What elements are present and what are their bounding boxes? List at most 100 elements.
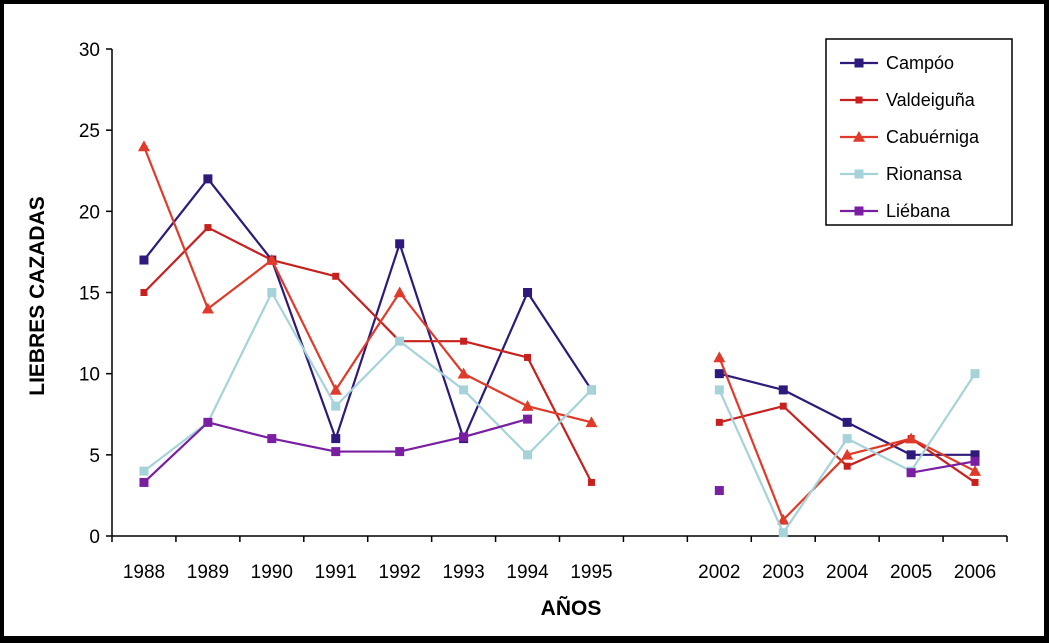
data-point — [853, 131, 865, 142]
x-tick-label: 1990 — [251, 562, 293, 583]
data-point — [906, 450, 916, 460]
series-3 — [139, 288, 980, 538]
legend-label: Valdeiguña — [886, 90, 976, 110]
data-point — [586, 385, 596, 395]
legend: Campóo Valdeiguña Cabuérniga Rionansa Liéban… — [825, 38, 1013, 226]
legend-item: Valdeiguña — [840, 90, 976, 110]
line-chart: 0 5 10 15 20 25 30 1988 1989 1990 1991 1992 1993 1994… — [26, 38, 1013, 620]
data-point — [523, 288, 533, 297]
data-point — [267, 434, 277, 444]
x-tick-label: 2005 — [890, 562, 932, 583]
x-tick-label: 1989 — [187, 562, 229, 583]
legend-item: Campóo — [840, 53, 954, 73]
data-point — [139, 466, 149, 476]
data-point — [524, 353, 532, 361]
legend-item: Cabuérniga — [840, 127, 980, 147]
axes: 0 5 10 15 20 25 30 1988 1989 1990 1991 1992 1993 1994… — [79, 40, 1008, 583]
data-point — [460, 337, 468, 345]
data-point — [854, 169, 864, 179]
y-tick-label: 30 — [79, 40, 100, 61]
series-line — [719, 405, 976, 484]
data-point — [714, 486, 724, 496]
data-point — [843, 462, 851, 470]
data-point — [906, 468, 916, 478]
series-line — [143, 226, 593, 483]
data-point — [587, 478, 595, 486]
x-tick-label: 2006 — [954, 562, 996, 583]
data-point — [715, 418, 723, 426]
data-point — [139, 477, 149, 487]
data-point — [459, 432, 469, 442]
legend-item: Rionansa — [840, 164, 963, 184]
data-point — [970, 456, 980, 466]
data-point — [713, 351, 726, 363]
data-point — [854, 58, 864, 68]
data-point — [523, 414, 533, 424]
y-tick-label: 15 — [79, 284, 100, 305]
y-tick-label: 10 — [79, 365, 100, 386]
x-tick-label: 2002 — [698, 562, 740, 583]
data-point — [395, 447, 405, 457]
data-point — [842, 417, 852, 427]
data-point — [140, 289, 148, 296]
legend-item: Liébana — [840, 201, 951, 221]
data-point — [395, 336, 405, 346]
data-point — [714, 369, 724, 379]
data-point — [203, 417, 213, 427]
data-point — [203, 174, 213, 184]
y-tick-label: 5 — [89, 446, 100, 467]
x-tick-label: 1991 — [315, 562, 357, 583]
data-point — [777, 513, 790, 525]
legend-label: Cabuérniga — [886, 127, 980, 147]
legend-label: Rionansa — [886, 164, 963, 184]
data-point — [854, 206, 864, 216]
data-point — [331, 434, 341, 444]
x-tick-label: 1988 — [123, 562, 165, 583]
x-tick-label: 1993 — [442, 562, 484, 583]
data-point — [331, 447, 341, 457]
series-2 — [137, 140, 982, 525]
x-tick-label: 1994 — [506, 562, 549, 583]
data-point — [779, 402, 787, 410]
data-point — [778, 385, 788, 395]
data-point — [714, 385, 724, 395]
x-tick-label: 2003 — [762, 562, 804, 583]
data-point — [971, 478, 979, 486]
data-point — [204, 224, 212, 232]
data-point — [969, 465, 982, 476]
legend-label: Liébana — [886, 201, 951, 221]
data-point — [265, 254, 278, 265]
series-4 — [139, 414, 980, 496]
series-layer — [137, 140, 982, 538]
data-point — [970, 450, 980, 460]
y-tick-label: 0 — [89, 527, 100, 548]
data-point — [395, 239, 405, 249]
data-point — [137, 140, 150, 152]
x-axis-title: AÑOS — [541, 597, 602, 620]
y-tick-label: 25 — [79, 121, 100, 142]
y-axis-title: LIEBRES CAZADAS — [26, 196, 49, 396]
data-point — [778, 528, 788, 538]
data-point — [329, 383, 342, 395]
data-point — [201, 302, 214, 314]
series-line — [910, 460, 976, 474]
data-point — [970, 369, 980, 379]
data-point — [855, 96, 863, 104]
data-point — [521, 400, 534, 411]
x-tick-label: 1995 — [570, 562, 612, 583]
data-point — [457, 367, 470, 379]
data-point — [842, 434, 852, 444]
data-point — [841, 448, 854, 460]
chart-frame: 0 5 10 15 20 25 30 1988 1989 1990 1991 1992 1993 1994… — [4, 4, 1044, 636]
data-point — [331, 401, 341, 411]
data-point — [585, 416, 598, 428]
data-point — [393, 286, 406, 298]
y-tick-label: 20 — [79, 202, 100, 223]
data-point — [905, 432, 918, 444]
data-point — [459, 385, 469, 395]
data-point — [267, 288, 277, 297]
legend-box — [825, 38, 1013, 226]
series-line — [143, 291, 593, 472]
series-line — [142, 145, 592, 424]
data-point — [332, 272, 340, 280]
